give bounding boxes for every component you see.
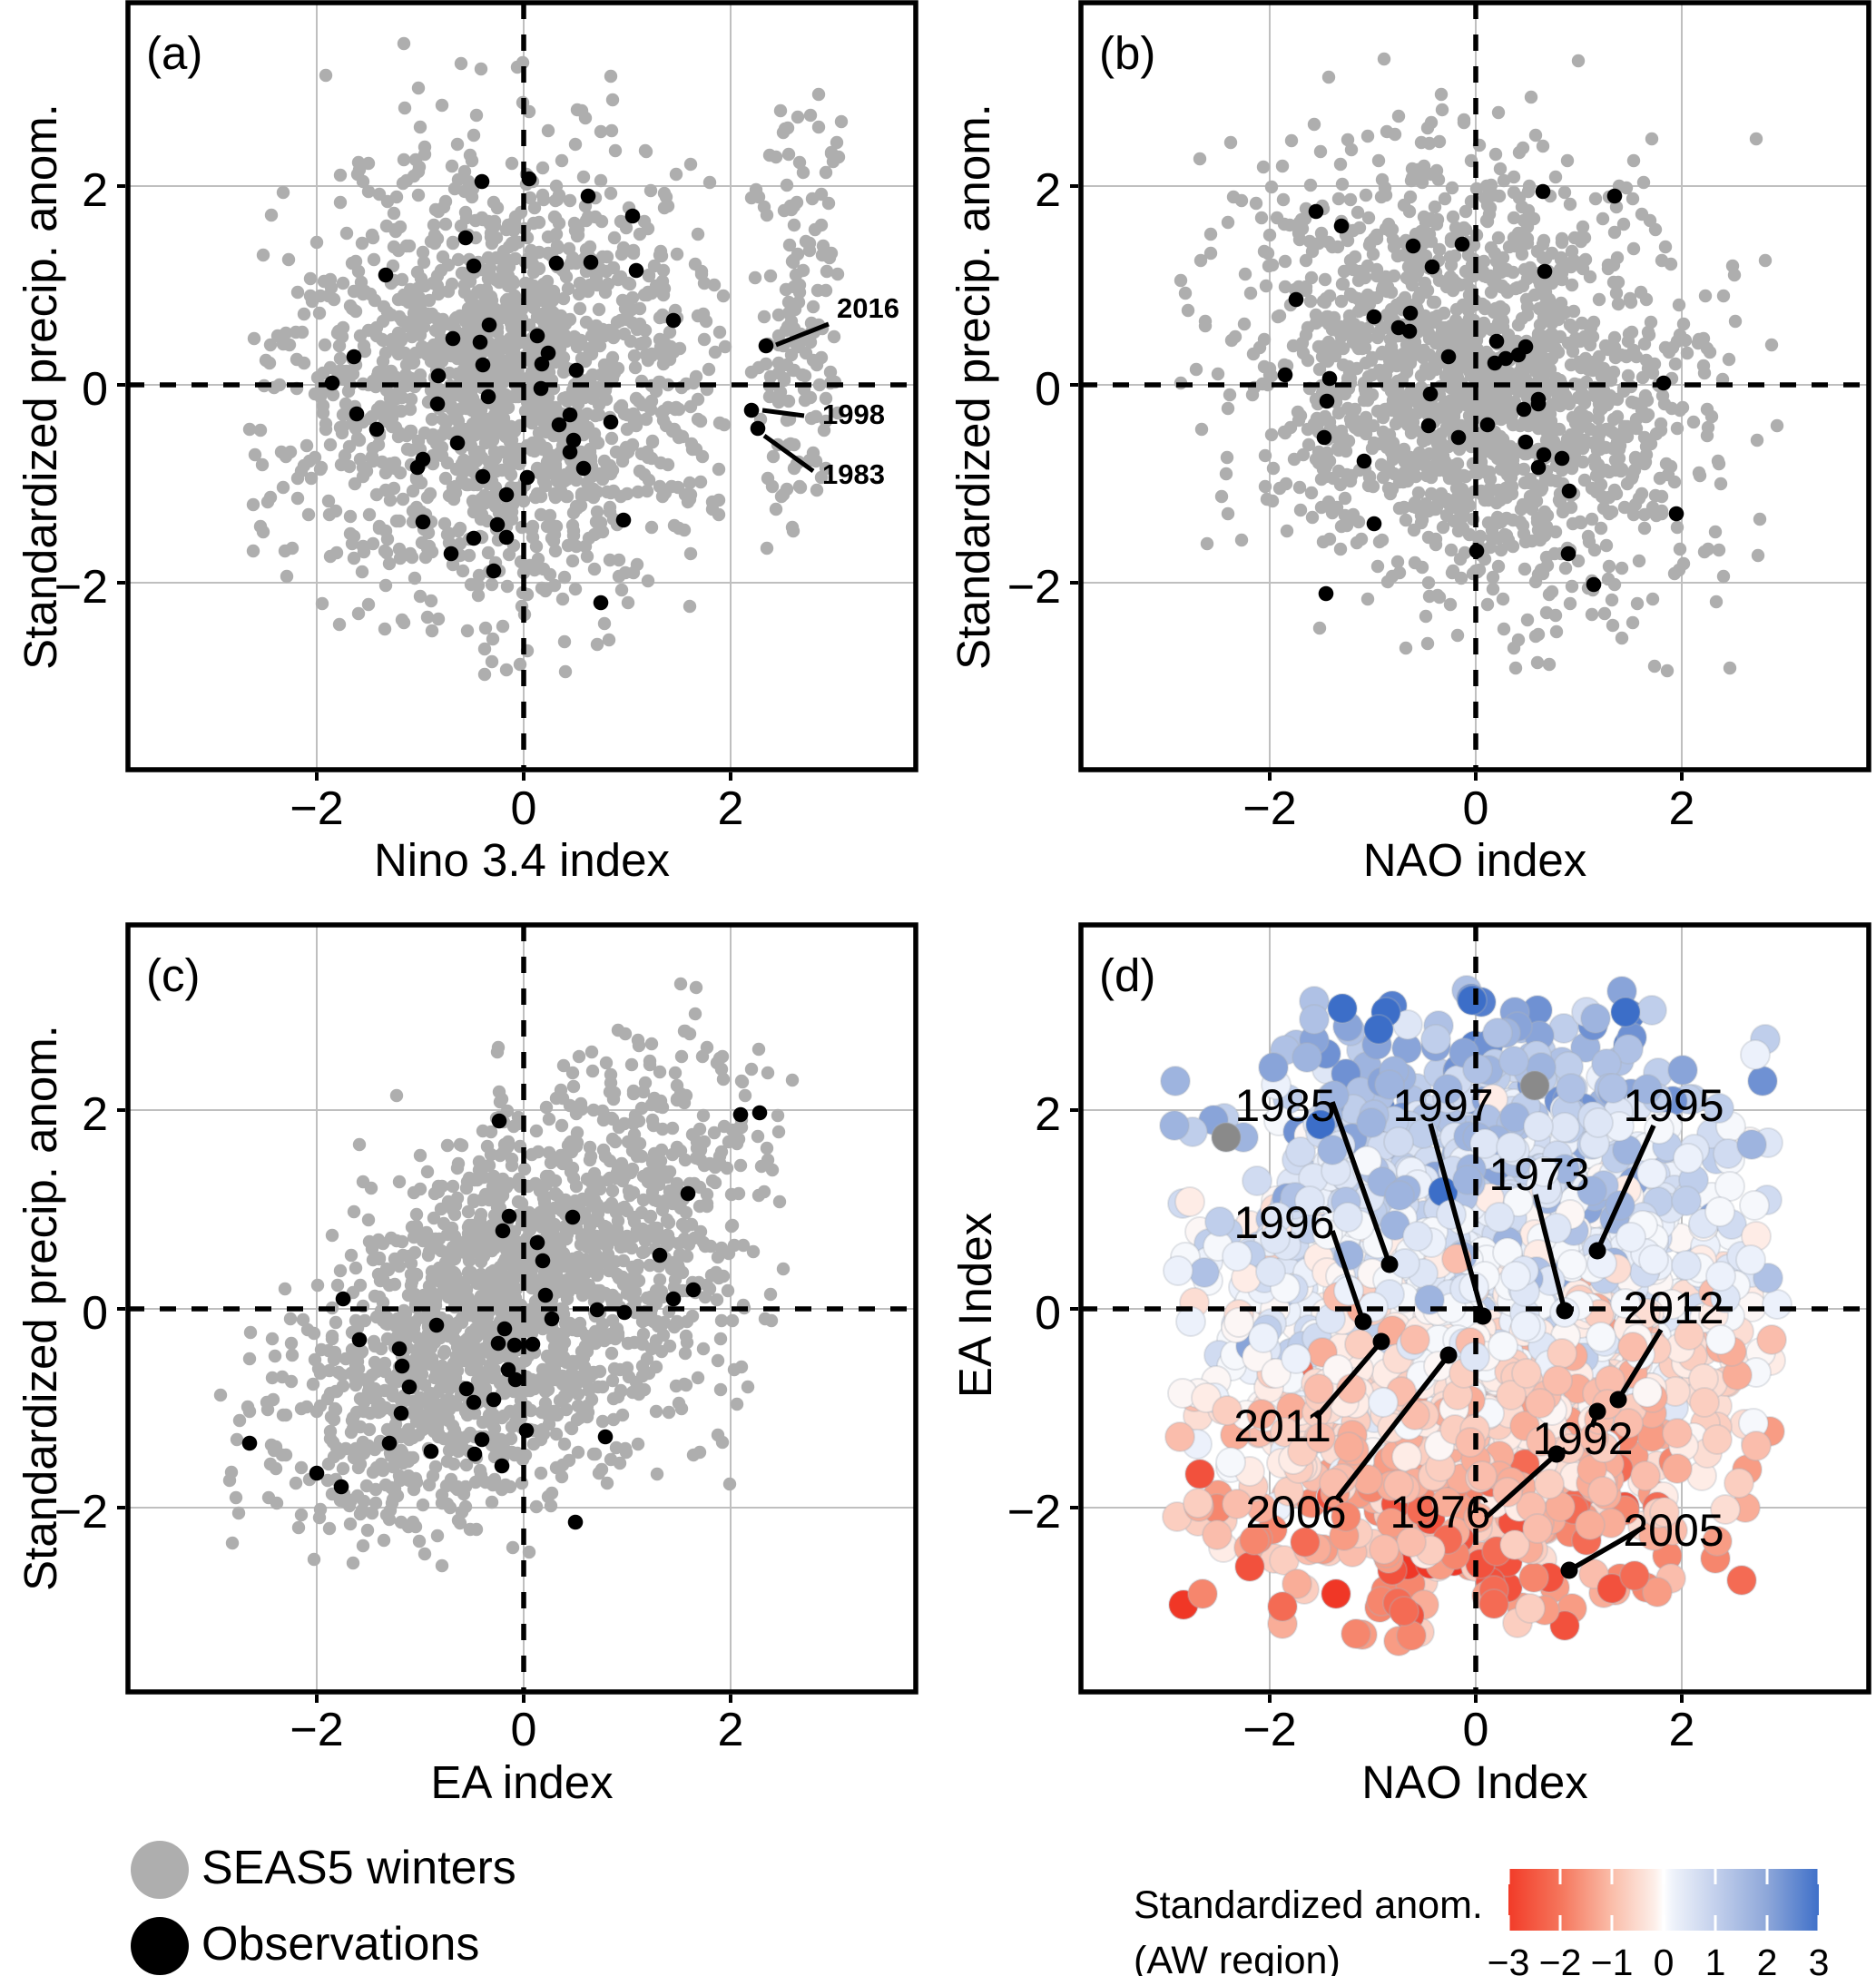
- svg-text:2005: 2005: [1623, 1505, 1724, 1556]
- svg-text:0: 0: [511, 782, 537, 835]
- svg-text:2016: 2016: [837, 292, 899, 324]
- svg-text:−2: −2: [1242, 782, 1296, 835]
- svg-text:EA index: EA index: [430, 1756, 613, 1808]
- svg-text:SEAS5 winters: SEAS5 winters: [201, 1842, 516, 1894]
- svg-text:2006: 2006: [1245, 1487, 1346, 1538]
- svg-text:Standardized precip. anom.: Standardized precip. anom.: [948, 103, 999, 670]
- svg-text:2: 2: [1035, 164, 1061, 217]
- svg-text:1983: 1983: [822, 458, 885, 490]
- svg-text:−2: −2: [290, 782, 343, 835]
- svg-text:2: 2: [82, 1088, 108, 1141]
- svg-text:(b): (b): [1099, 27, 1155, 79]
- svg-text:−3: −3: [1488, 1942, 1530, 1976]
- svg-text:2: 2: [82, 164, 108, 217]
- svg-text:2012: 2012: [1623, 1283, 1724, 1333]
- svg-text:−2: −2: [1539, 1942, 1582, 1976]
- svg-text:0: 0: [1463, 782, 1489, 835]
- svg-text:−2: −2: [1007, 561, 1061, 614]
- svg-text:1995: 1995: [1623, 1080, 1724, 1131]
- svg-text:Observations: Observations: [201, 1918, 479, 1971]
- svg-text:0: 0: [1035, 1287, 1061, 1340]
- svg-text:1: 1: [1705, 1942, 1726, 1976]
- svg-text:2: 2: [1669, 1704, 1695, 1756]
- svg-text:1985: 1985: [1234, 1080, 1335, 1131]
- svg-text:0: 0: [511, 1704, 537, 1756]
- svg-text:−1: −1: [1591, 1942, 1634, 1976]
- svg-text:1997: 1997: [1392, 1080, 1493, 1131]
- svg-text:1992: 1992: [1532, 1413, 1633, 1464]
- svg-text:Nino 3.4 index: Nino 3.4 index: [374, 834, 670, 886]
- svg-text:0: 0: [1654, 1942, 1675, 1976]
- svg-text:1973: 1973: [1488, 1149, 1589, 1200]
- svg-text:(c): (c): [146, 949, 200, 1001]
- svg-text:NAO index: NAO index: [1363, 834, 1587, 886]
- svg-text:Standardized precip. anom.: Standardized precip. anom.: [15, 1025, 66, 1591]
- svg-text:0: 0: [82, 1287, 108, 1340]
- svg-text:−2: −2: [1242, 1704, 1296, 1756]
- svg-text:2011: 2011: [1233, 1401, 1331, 1451]
- svg-text:0: 0: [82, 363, 108, 416]
- svg-text:EA Index: EA Index: [949, 1213, 1001, 1398]
- svg-text:1998: 1998: [822, 398, 885, 430]
- svg-text:NAO Index: NAO Index: [1361, 1756, 1587, 1808]
- svg-text:1996: 1996: [1233, 1197, 1334, 1248]
- svg-text:2: 2: [718, 782, 744, 835]
- svg-text:0: 0: [1035, 363, 1061, 416]
- svg-text:−2: −2: [290, 1704, 343, 1756]
- svg-text:2: 2: [718, 1704, 744, 1756]
- svg-text:0: 0: [1463, 1704, 1489, 1756]
- svg-text:(AW region): (AW region): [1134, 1939, 1341, 1976]
- svg-text:Standardized precip. anom.: Standardized precip. anom.: [15, 103, 66, 670]
- svg-text:−2: −2: [1007, 1486, 1061, 1539]
- svg-text:(a): (a): [146, 27, 202, 79]
- svg-text:2: 2: [1035, 1088, 1061, 1141]
- svg-text:2: 2: [1757, 1942, 1778, 1976]
- svg-text:2: 2: [1669, 782, 1695, 835]
- svg-text:1976: 1976: [1390, 1487, 1490, 1538]
- svg-text:3: 3: [1809, 1942, 1830, 1976]
- svg-text:Standardized anom.: Standardized anom.: [1134, 1883, 1483, 1927]
- svg-text:−2: −2: [54, 1486, 108, 1539]
- svg-text:−2: −2: [54, 561, 108, 614]
- svg-text:(d): (d): [1099, 949, 1155, 1001]
